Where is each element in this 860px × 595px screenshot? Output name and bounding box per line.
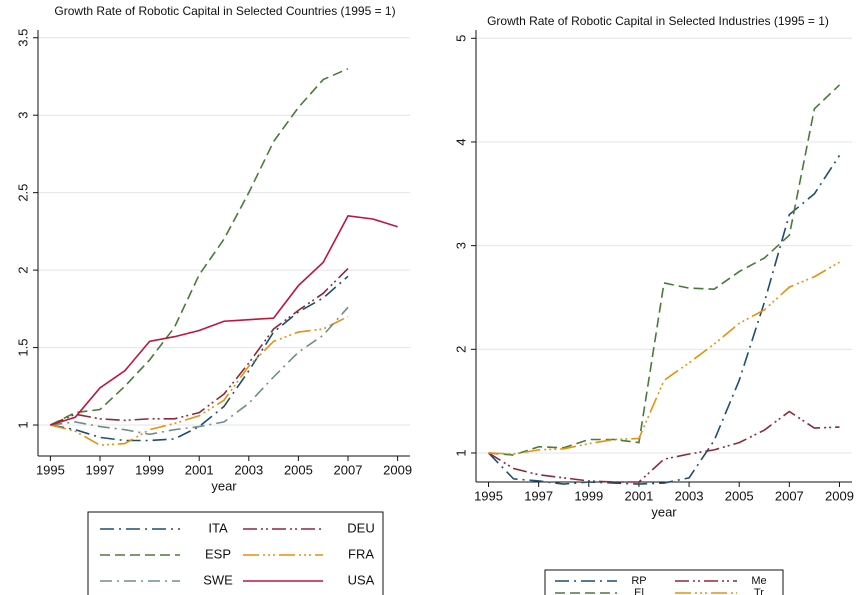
- series-line: [50, 215, 398, 426]
- y-tick-label: 3: [453, 242, 468, 249]
- x-tick-label: 2001: [185, 462, 214, 477]
- x-tick-label: 2009: [383, 462, 412, 477]
- y-tick-label: 2: [15, 266, 30, 273]
- series-line: [50, 306, 349, 436]
- x-tick-label: 1997: [524, 488, 553, 503]
- legend-label: Tr: [754, 587, 764, 595]
- series-line: [487, 155, 841, 485]
- legend-box: [87, 511, 384, 595]
- y-tick-label: 5: [453, 35, 468, 42]
- series-line: [488, 410, 840, 483]
- series-line: [488, 261, 840, 455]
- y-tick-label: 1: [453, 449, 468, 456]
- x-tick-label: 2007: [334, 462, 363, 477]
- series-line: [50, 315, 349, 446]
- x-axis-label: year: [651, 504, 677, 519]
- series-line: [50, 267, 349, 426]
- x-tick-label: 2005: [725, 488, 754, 503]
- legend-box: [544, 569, 784, 595]
- y-tick-label: 2: [453, 346, 468, 353]
- legend-label: USA: [348, 572, 375, 587]
- x-axis-label: year: [211, 478, 237, 493]
- legend-label: FRA: [348, 546, 374, 561]
- chart-title: Growth Rate of Robotic Capital in Select…: [54, 4, 395, 18]
- legend-label: ESP: [205, 546, 231, 561]
- x-tick-label: 2009: [825, 488, 854, 503]
- series-line: [488, 84, 841, 456]
- y-tick-label: 3.5: [15, 29, 30, 47]
- x-tick-label: 2003: [675, 488, 704, 503]
- chart-title: Growth Rate of Robotic Capital in Select…: [487, 14, 829, 28]
- y-tick-label: 2.5: [15, 184, 30, 202]
- legend-label: SWE: [203, 572, 233, 587]
- x-tick-label: 1999: [574, 488, 603, 503]
- legend-label: ITA: [208, 520, 228, 535]
- x-tick-label: 2003: [234, 462, 263, 477]
- legend-label: Me: [751, 575, 766, 587]
- x-tick-label: 2005: [284, 462, 313, 477]
- x-tick-label: 1999: [135, 462, 164, 477]
- x-tick-label: 2001: [624, 488, 653, 503]
- y-tick-label: 1: [15, 421, 30, 428]
- x-tick-label: 1995: [36, 462, 65, 477]
- series-line: [50, 67, 349, 426]
- legend-label: RP: [631, 575, 646, 587]
- x-tick-label: 1997: [86, 462, 115, 477]
- y-tick-label: 3: [15, 112, 30, 119]
- legend-label: DEU: [347, 520, 374, 535]
- x-tick-label: 1995: [474, 488, 503, 503]
- y-tick-label: 4: [453, 138, 468, 145]
- series-line: [50, 275, 349, 442]
- x-tick-label: 2007: [775, 488, 804, 503]
- legend-label: El: [634, 587, 644, 595]
- y-tick-label: 1.5: [15, 339, 30, 357]
